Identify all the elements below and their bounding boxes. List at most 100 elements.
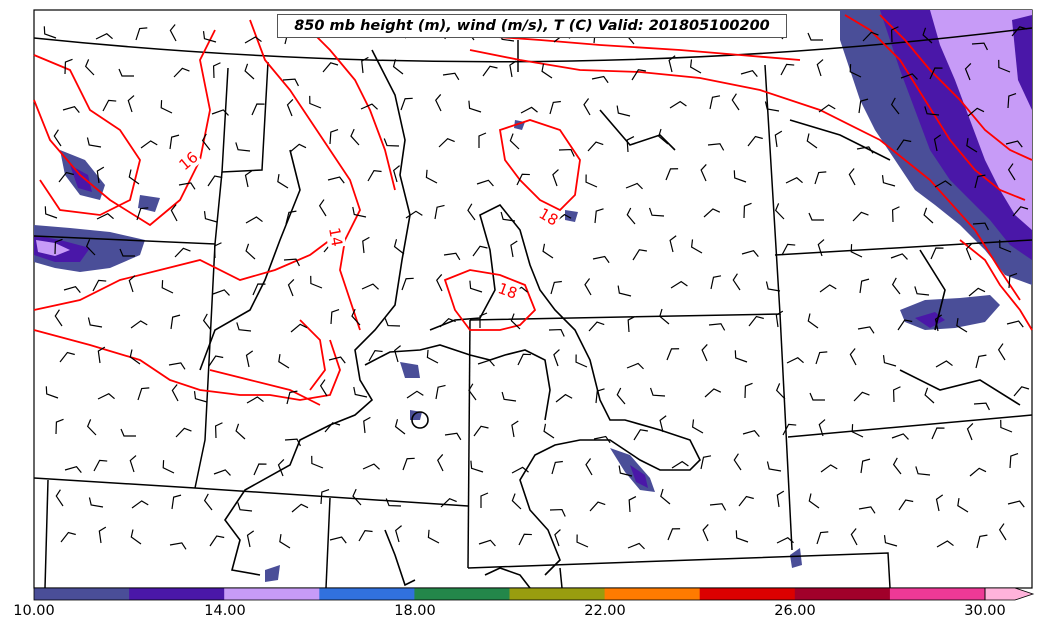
- wind-barb: [360, 103, 378, 110]
- wind-barb: [890, 97, 900, 115]
- wind-barb: [173, 67, 190, 78]
- wind-barb: [169, 134, 180, 150]
- wind-barb: [972, 222, 989, 231]
- wind-barb: [1006, 320, 1024, 328]
- wind-barb: [395, 525, 402, 543]
- wind-barb: [405, 210, 423, 219]
- wind-barb: [207, 175, 223, 187]
- wind-barb: [734, 350, 748, 363]
- wind-barb: [353, 386, 368, 398]
- wind-barb: [815, 351, 828, 365]
- wind-barb: [160, 100, 173, 114]
- wind-barb: [898, 499, 914, 511]
- wind-barb: [93, 459, 108, 472]
- wind-barb: [289, 143, 307, 153]
- wind-barb: [733, 453, 742, 471]
- wind-barb: [209, 535, 225, 547]
- wind-barb: [892, 386, 901, 403]
- wind-barb: [135, 27, 148, 41]
- wind-barb: [168, 362, 186, 370]
- wind-barb: [171, 494, 182, 510]
- wind-barb: [710, 275, 722, 290]
- wind-barb: [97, 346, 106, 364]
- wind-barb: [776, 490, 785, 508]
- wind-barb: [285, 210, 297, 225]
- wind-barb: [427, 529, 440, 544]
- wind-barb: [738, 495, 754, 507]
- wind-barb: [929, 67, 943, 80]
- wind-barb: [1007, 163, 1016, 181]
- wind-barb: [553, 349, 560, 367]
- wind-barb: [384, 318, 401, 327]
- wind-barb: [401, 277, 414, 291]
- wind-barb: [174, 247, 191, 258]
- wind-barb: [747, 135, 763, 147]
- wind-barb: [236, 322, 252, 332]
- wind-barb: [862, 31, 879, 42]
- wind-barb: [671, 460, 689, 469]
- wind-barb: [748, 315, 764, 327]
- wind-barb: [764, 101, 780, 112]
- wind-barb: [130, 529, 142, 545]
- wind-barb: [558, 148, 575, 157]
- wind-barb: [1008, 272, 1018, 289]
- wind-barb: [361, 56, 369, 74]
- wind-barb: [860, 458, 871, 474]
- wind-barb: [701, 344, 708, 362]
- wind-barb: [318, 199, 327, 217]
- wind-barb: [1000, 419, 1013, 433]
- wind-barb: [936, 540, 954, 548]
- wind-barb: [897, 319, 913, 331]
- wind-barb: [473, 425, 489, 437]
- wind-barb: [964, 63, 972, 81]
- wind-barb: [973, 402, 990, 411]
- wind-barb: [478, 539, 496, 547]
- wind-barb: [385, 498, 402, 507]
- wind-barb: [55, 489, 64, 507]
- wind-barb: [976, 534, 988, 549]
- wind-barb: [97, 393, 115, 400]
- wind-barb: [957, 498, 969, 513]
- wind-barb: [402, 457, 415, 471]
- wind-barb: [818, 104, 836, 113]
- wind-barb: [968, 287, 986, 297]
- wind-barb: [277, 174, 289, 189]
- colorbar-segment: [794, 588, 891, 600]
- wind-barb: [850, 528, 858, 546]
- wind-barb: [924, 387, 935, 404]
- wind-barb: [60, 531, 76, 543]
- wind-barb: [585, 458, 593, 476]
- wind-barb: [501, 391, 517, 402]
- wind-barb: [406, 390, 424, 399]
- wind-barb: [890, 253, 908, 260]
- wind-barb: [1011, 26, 1028, 37]
- wind-barb: [45, 386, 59, 399]
- wind-barb: [137, 387, 150, 401]
- wind-barb: [510, 240, 518, 258]
- wind-barb: [203, 493, 213, 511]
- wind-barb: [1012, 206, 1029, 217]
- colorbar-tick-22: 22.00: [584, 603, 626, 619]
- wind-barb: [998, 523, 1007, 541]
- wind-barb: [584, 278, 592, 296]
- wind-barb: [807, 313, 819, 329]
- wind-barb: [330, 308, 340, 325]
- wind-barb: [858, 506, 876, 514]
- wind-barb: [510, 313, 521, 330]
- height-contours: [199, 49, 1021, 589]
- wind-barb: [591, 75, 609, 84]
- wind-barb: [922, 27, 933, 44]
- wind-barb: [616, 387, 626, 405]
- wind-barb: [129, 349, 141, 365]
- wind-barb: [593, 435, 611, 444]
- wind-barb: [394, 419, 406, 435]
- wind-barb: [665, 168, 679, 181]
- wind-barb: [92, 279, 107, 292]
- wind-barb: [709, 95, 721, 110]
- wind-barb: [853, 391, 870, 402]
- wind-barb: [969, 467, 987, 477]
- wind-barb: [744, 382, 753, 399]
- wind-barb: [594, 208, 604, 224]
- wind-barb: [934, 314, 943, 332]
